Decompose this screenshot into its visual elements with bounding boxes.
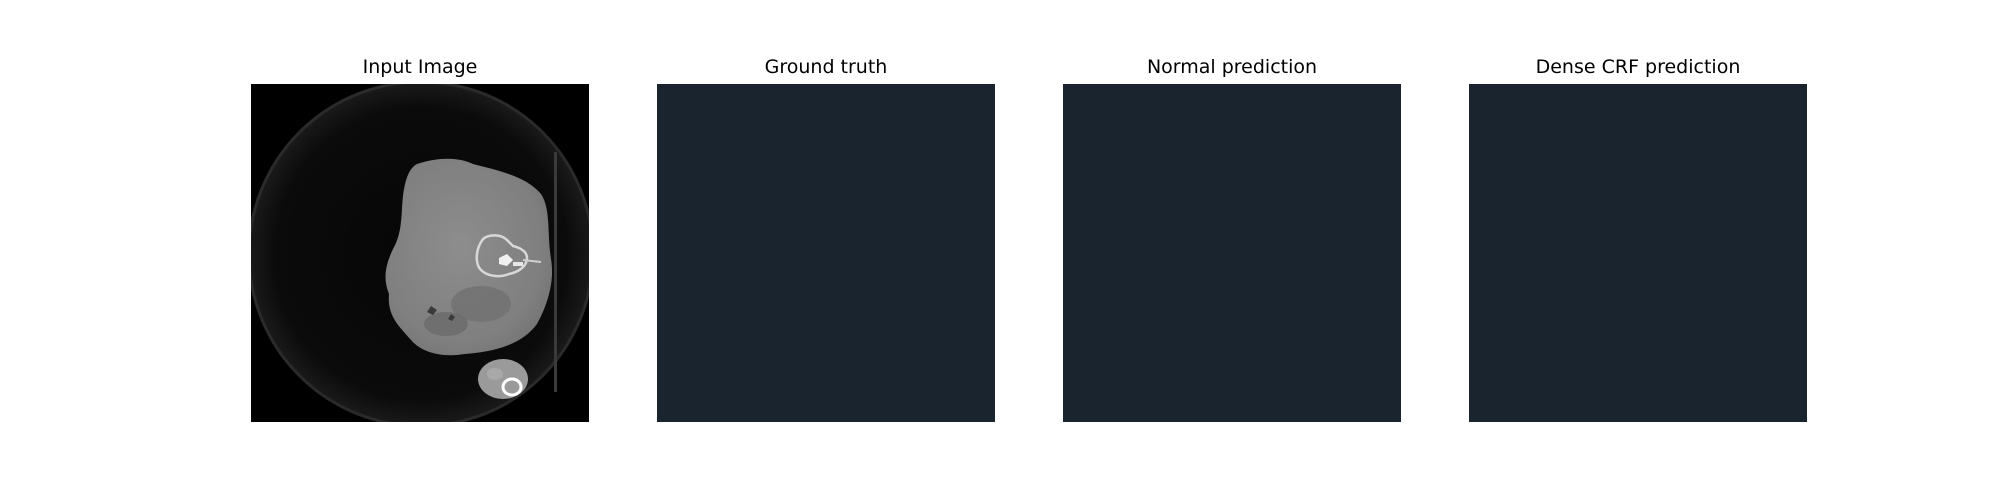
input-image (251, 84, 589, 422)
dense-crf-prediction-mask (1469, 84, 1807, 422)
normal-prediction-image (1063, 84, 1401, 422)
lower-bone (478, 359, 528, 399)
ground-truth-mask (657, 84, 995, 422)
panel-title-dense-crf-prediction: Dense CRF prediction (1535, 56, 1741, 78)
panel-ground-truth: Ground truth (657, 52, 995, 422)
panel-title-input-image: Input Image (362, 56, 478, 78)
ct-scan-image (251, 84, 589, 422)
panel-dense-crf-prediction: Dense CRF prediction (1469, 52, 1807, 422)
panel-normal-prediction: Normal prediction (1063, 52, 1401, 422)
panel-input-image: Input Image (251, 52, 589, 422)
panel-title-normal-prediction: Normal prediction (1146, 56, 1318, 78)
dense-crf-prediction-image (1469, 84, 1807, 422)
normal-prediction-mask (1063, 84, 1401, 422)
bright-structure (475, 234, 529, 278)
ground-truth-image (657, 84, 995, 422)
scanner-table-line (554, 152, 557, 392)
panel-title-ground-truth: Ground truth (764, 56, 888, 78)
